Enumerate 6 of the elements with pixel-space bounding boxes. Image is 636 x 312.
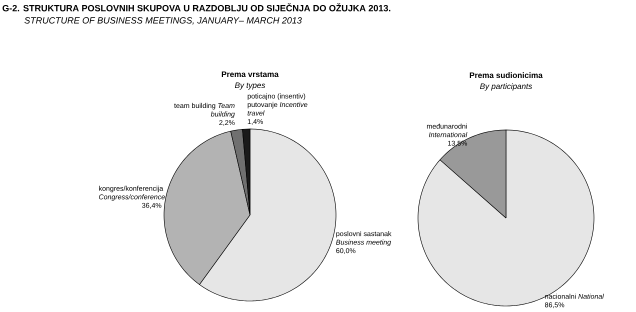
chart-subtitle: By participants	[480, 83, 532, 91]
chart-subtitle: By types	[234, 82, 266, 90]
text: STRUCTURE OF BUSINESS MEETINGS, JANUARY– MARCH 2013	[24, 17, 302, 25]
text: G-2. STRUKTURA POSLOVNIH SKUPOVA U RAZDOBLJU OD SIJEČNJA DO OŽUJKA 2013.	[2, 3, 390, 12]
chart-title: Prema vrstama	[222, 71, 279, 78]
chart-title: Prema sudionicima	[470, 72, 543, 78]
